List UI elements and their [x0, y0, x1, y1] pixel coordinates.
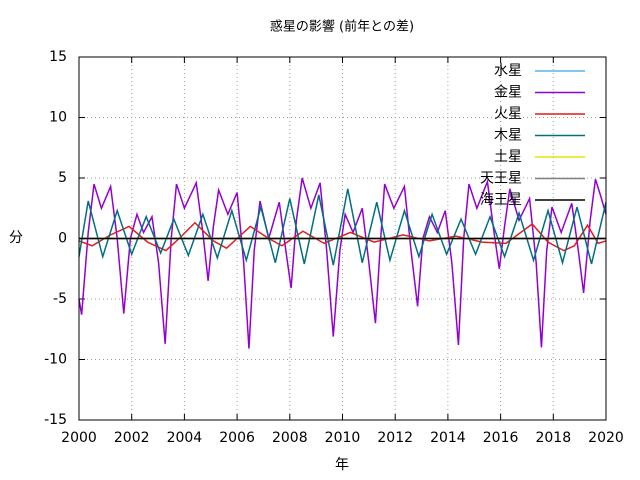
legend-label: 土星 — [494, 149, 522, 165]
legend-label: 木星 — [494, 128, 522, 144]
x-tick-label: 2016 — [483, 430, 519, 446]
legend-label: 天王星 — [480, 171, 522, 187]
x-tick-label: 2002 — [114, 430, 150, 446]
chart-title: 惑星の影響 (前年との差) — [270, 19, 414, 35]
y-tick-label: 15 — [49, 49, 67, 65]
y-tick-label: 10 — [49, 110, 67, 126]
x-tick-label: 2000 — [61, 430, 97, 446]
y-tick-label: -15 — [44, 412, 67, 428]
x-axis-label: 年 — [335, 457, 349, 473]
x-tick-label: 2008 — [272, 430, 308, 446]
legend-label: 海王星 — [480, 192, 522, 208]
legend-label: 火星 — [494, 106, 522, 122]
x-tick-label: 2006 — [219, 430, 255, 446]
x-tick-label: 2014 — [430, 430, 466, 446]
y-tick-label: 5 — [58, 170, 67, 186]
plot-border — [78, 56, 607, 421]
y-tick-label: 0 — [58, 231, 67, 247]
x-tick-label: 2010 — [325, 430, 361, 446]
x-tick-label: 2020 — [588, 430, 624, 446]
y-axis-label: 分 — [9, 230, 23, 246]
legend-label: 水星 — [494, 63, 522, 79]
series-line — [78, 188, 607, 266]
x-tick-label: 2004 — [167, 430, 203, 446]
y-tick-label: -10 — [44, 352, 67, 368]
x-tick-label: 2018 — [535, 430, 571, 446]
y-tick-label: -5 — [53, 291, 67, 307]
legend-label: 金星 — [494, 85, 522, 101]
series-line — [78, 177, 607, 349]
x-tick-label: 2012 — [377, 430, 413, 446]
